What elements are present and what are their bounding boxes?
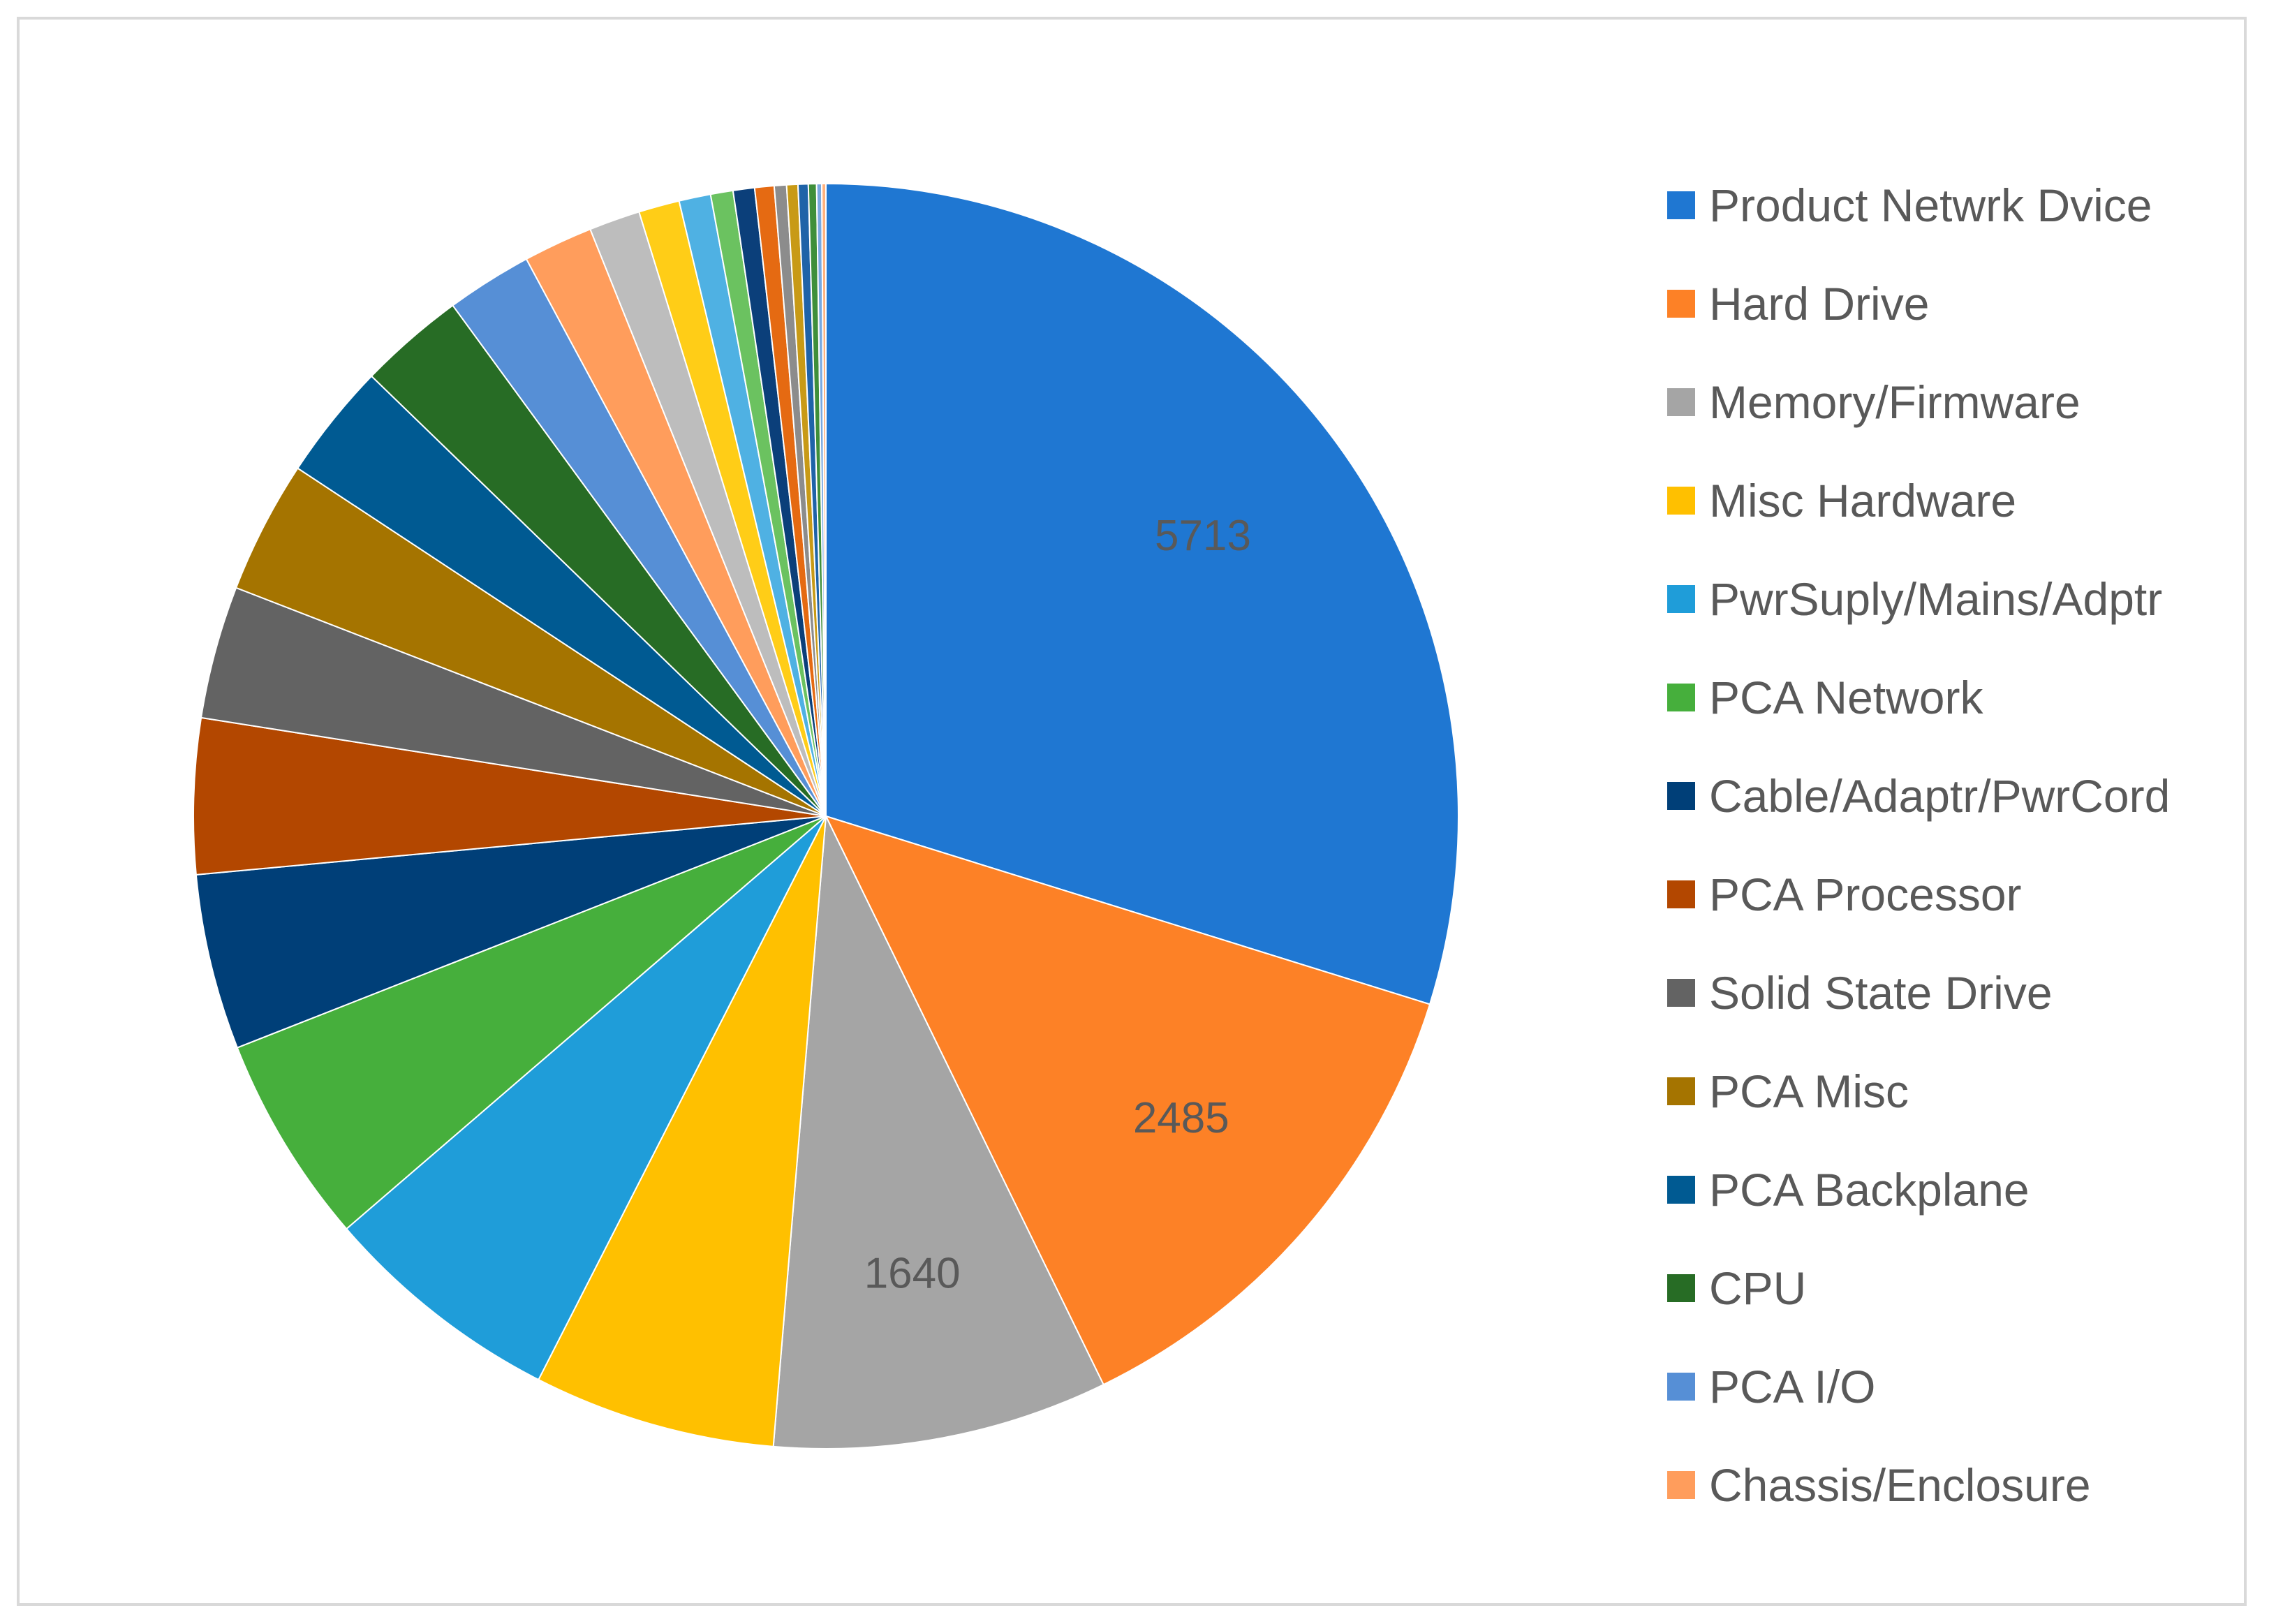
legend-item-pwrsuply-mains-adptr: PwrSuply/Mains/Adptr <box>1667 549 2268 648</box>
pie-slice-hard-drive <box>825 815 1431 1386</box>
legend-label: Hard Drive <box>1709 277 1930 330</box>
legend-item-misc-hardware: Misc Hardware <box>1667 451 2268 549</box>
pie-slice-memory-firmware <box>772 813 1104 1449</box>
legend-item-pca-io: PCA I/O <box>1667 1337 2268 1435</box>
legend-label: CPU <box>1709 1262 1807 1314</box>
legend-label: PwrSuply/Mains/Adptr <box>1709 573 2163 625</box>
legend-swatch <box>1667 1077 1695 1105</box>
legend-swatch <box>1667 880 1695 908</box>
legend-swatch <box>1667 289 1695 318</box>
legend-item-pca-processor: PCA Processor <box>1667 845 2268 943</box>
legend-label: PCA Backplane <box>1709 1163 2030 1216</box>
pie-slice-misc-hardware <box>537 815 827 1447</box>
legend-swatch <box>1667 584 1695 613</box>
data-label-hard-drive: 2485 <box>1133 1094 1229 1142</box>
legend-label: Cable/Adaptr/PwrCord <box>1709 769 2171 822</box>
legend-label: PCA I/O <box>1709 1360 1876 1412</box>
legend-swatch <box>1667 781 1695 810</box>
legend-item-hard-drive: Hard Drive <box>1667 254 2268 353</box>
legend-label: Solid State Drive <box>1709 966 2053 1019</box>
legend-item-pca-network: PCA Network <box>1667 648 2268 746</box>
legend-swatch <box>1667 1372 1695 1401</box>
legend-item-product-netwrk-dvice: Product Netwrk Dvice <box>1667 156 2268 254</box>
legend-label: Memory/Firmware <box>1709 376 2080 428</box>
legend-item-memory-firmware: Memory/Firmware <box>1667 353 2268 451</box>
pie-slice-cable-adaptr-pwrcord <box>195 815 827 1049</box>
pie-slice-pwrsuply-mains-adptr <box>345 815 827 1381</box>
legend: Product Netwrk Dvice Hard Drive Memory/F… <box>1667 156 2268 1534</box>
legend-swatch <box>1667 387 1695 416</box>
legend-label: PCA Processor <box>1709 868 2022 920</box>
data-label-product-netwrk-dvice: 5713 <box>1155 512 1251 560</box>
legend-item-cpu: CPU <box>1667 1239 2268 1337</box>
legend-item-cable-adaptr-pwrcord: Cable/Adaptr/PwrCord <box>1667 746 2268 845</box>
legend-label: Chassis/Enclosure <box>1709 1459 2091 1511</box>
legend-item-chassis-enclosure: Chassis/Enclosure <box>1667 1435 2268 1534</box>
legend-label: PCA Misc <box>1709 1065 1909 1117</box>
pie-slice-product-netwrk-dvice <box>825 182 1459 1005</box>
legend-label: Product Netwrk Dvice <box>1709 179 2152 231</box>
legend-item-pca-misc: PCA Misc <box>1667 1042 2268 1140</box>
pie-slice-other-25 <box>821 182 827 817</box>
legend-swatch <box>1667 1470 1695 1499</box>
legend-swatch <box>1667 191 1695 219</box>
legend-swatch <box>1667 1274 1695 1302</box>
pie-slice-pca-network <box>236 815 827 1230</box>
data-label-memory-firmware: 1640 <box>864 1249 961 1297</box>
pie-slice-pca-processor <box>193 716 827 876</box>
legend-label: Misc Hardware <box>1709 474 2017 526</box>
legend-swatch <box>1667 1175 1695 1204</box>
legend-item-solid-state-drive: Solid State Drive <box>1667 943 2268 1042</box>
legend-item-pca-backplane: PCA Backplane <box>1667 1140 2268 1239</box>
pie-slices <box>193 182 1459 1449</box>
legend-swatch <box>1667 683 1695 711</box>
legend-label: PCA Network <box>1709 671 1983 723</box>
pie-data-labels: 5713 2485 1640 <box>864 512 1251 1297</box>
chart-area: 5713 2485 1640 Product Netwrk Dvice Hard D… <box>17 17 2247 1606</box>
legend-swatch <box>1667 978 1695 1007</box>
legend-swatch <box>1667 486 1695 515</box>
pie-chart: 5713 2485 1640 <box>193 182 1459 1449</box>
